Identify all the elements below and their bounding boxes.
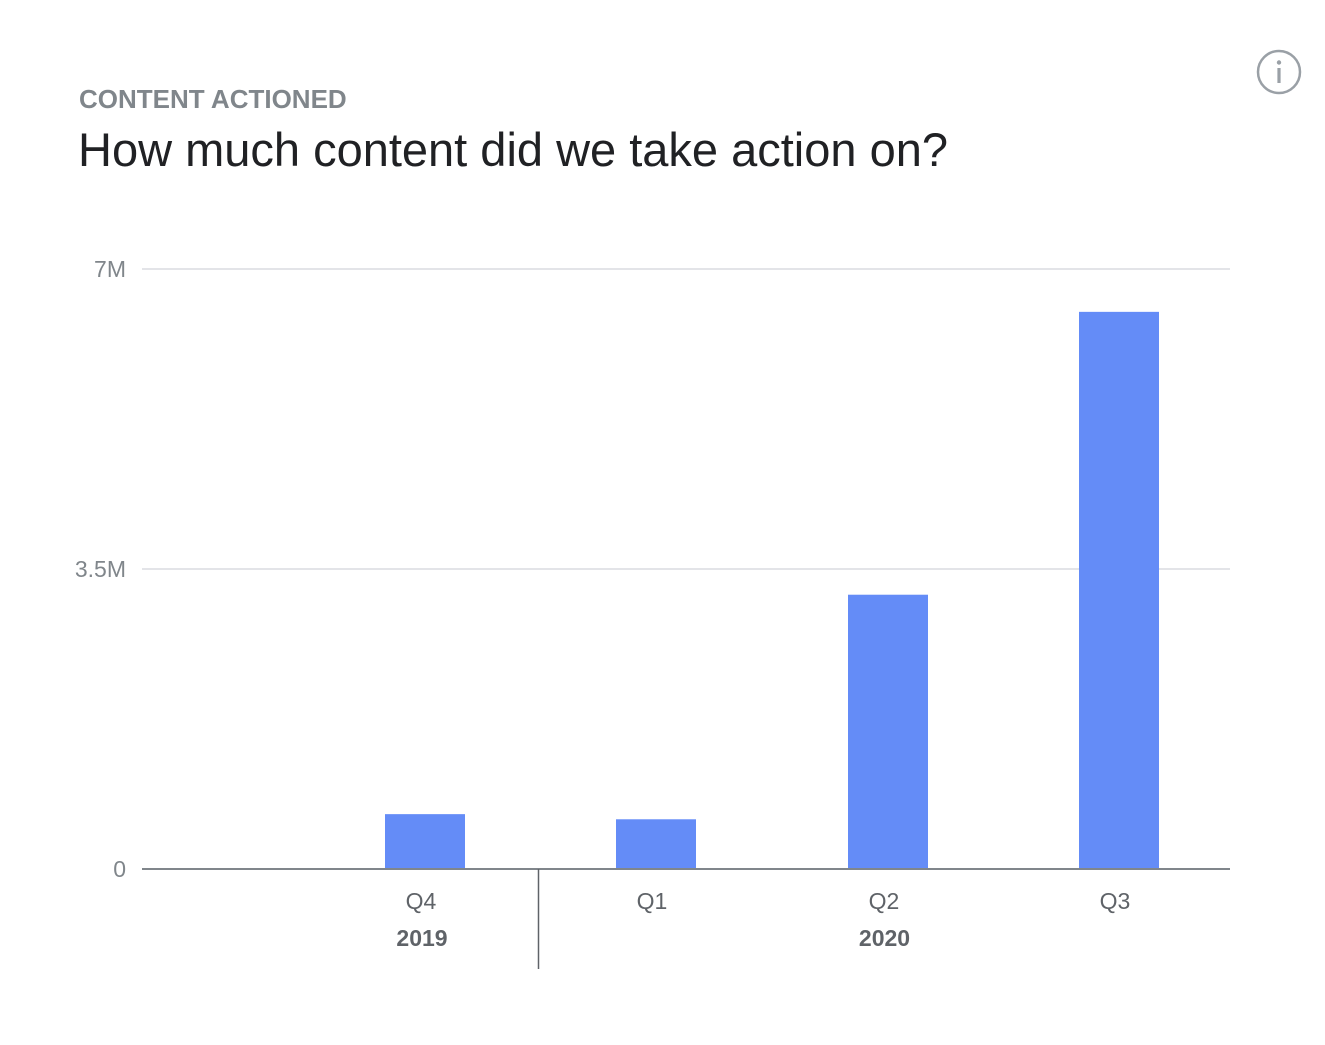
x-tick-label: Q3 bbox=[1100, 888, 1131, 914]
x-group-label: 2019 bbox=[396, 925, 447, 951]
grid-lines bbox=[142, 268, 1230, 570]
y-tick-label: 7M bbox=[94, 256, 126, 282]
x-group-label: 2020 bbox=[859, 925, 910, 951]
axes bbox=[142, 868, 1230, 969]
page-title: How much content did we take action on? bbox=[78, 123, 949, 176]
section-eyebrow: CONTENT ACTIONED bbox=[79, 84, 347, 114]
info-button[interactable] bbox=[1256, 49, 1302, 95]
y-tick-label: 0 bbox=[113, 856, 126, 882]
bars bbox=[385, 311, 1159, 869]
x-tick-label: Q2 bbox=[869, 888, 900, 914]
info-icon bbox=[1256, 49, 1302, 95]
x-tick-label: Q1 bbox=[637, 888, 668, 914]
bar-q3[interactable] bbox=[1079, 311, 1159, 869]
bar-q1[interactable] bbox=[616, 819, 696, 869]
bar-q2[interactable] bbox=[848, 594, 928, 869]
x-tick-label: Q4 bbox=[406, 888, 437, 914]
bar-q4[interactable] bbox=[385, 814, 465, 869]
y-tick-label: 3.5M bbox=[75, 556, 126, 582]
axis-labels: 0 3.5M 7M Q4 Q1 Q2 Q3 2019 2020 bbox=[75, 256, 1130, 951]
